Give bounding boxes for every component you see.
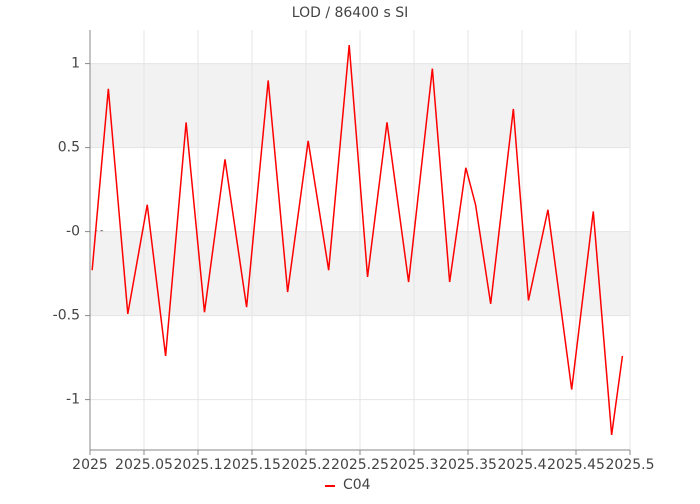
x-tick-label: 2025.05 [115,457,173,473]
x-tick-label: 2025.2 [282,457,331,473]
x-tick-label: 2025.5 [606,457,655,473]
legend-label: C04 [343,477,371,493]
y-tick-label: -0 [66,224,80,240]
x-tick-label: 2025.15 [223,457,281,473]
y-tick-label: -1 [66,392,80,408]
x-tick-label: 2025.25 [331,457,389,473]
x-tick-label: 2025.3 [390,457,439,473]
x-tick-label: 2025.45 [547,457,605,473]
x-tick-label: 2025 [72,457,108,473]
y-tick-label: -0.5 [53,308,80,324]
data-line [91,45,624,435]
x-tick-label: 2025.4 [498,457,547,473]
chart-title: LOD / 86400 s SI [292,5,408,21]
x-tick-label: 2025.35 [439,457,497,473]
y-tick-label: 1 [71,56,80,72]
x-tick-label: 2025.1 [174,457,223,473]
y-tick-label: 0.5 [58,140,80,156]
